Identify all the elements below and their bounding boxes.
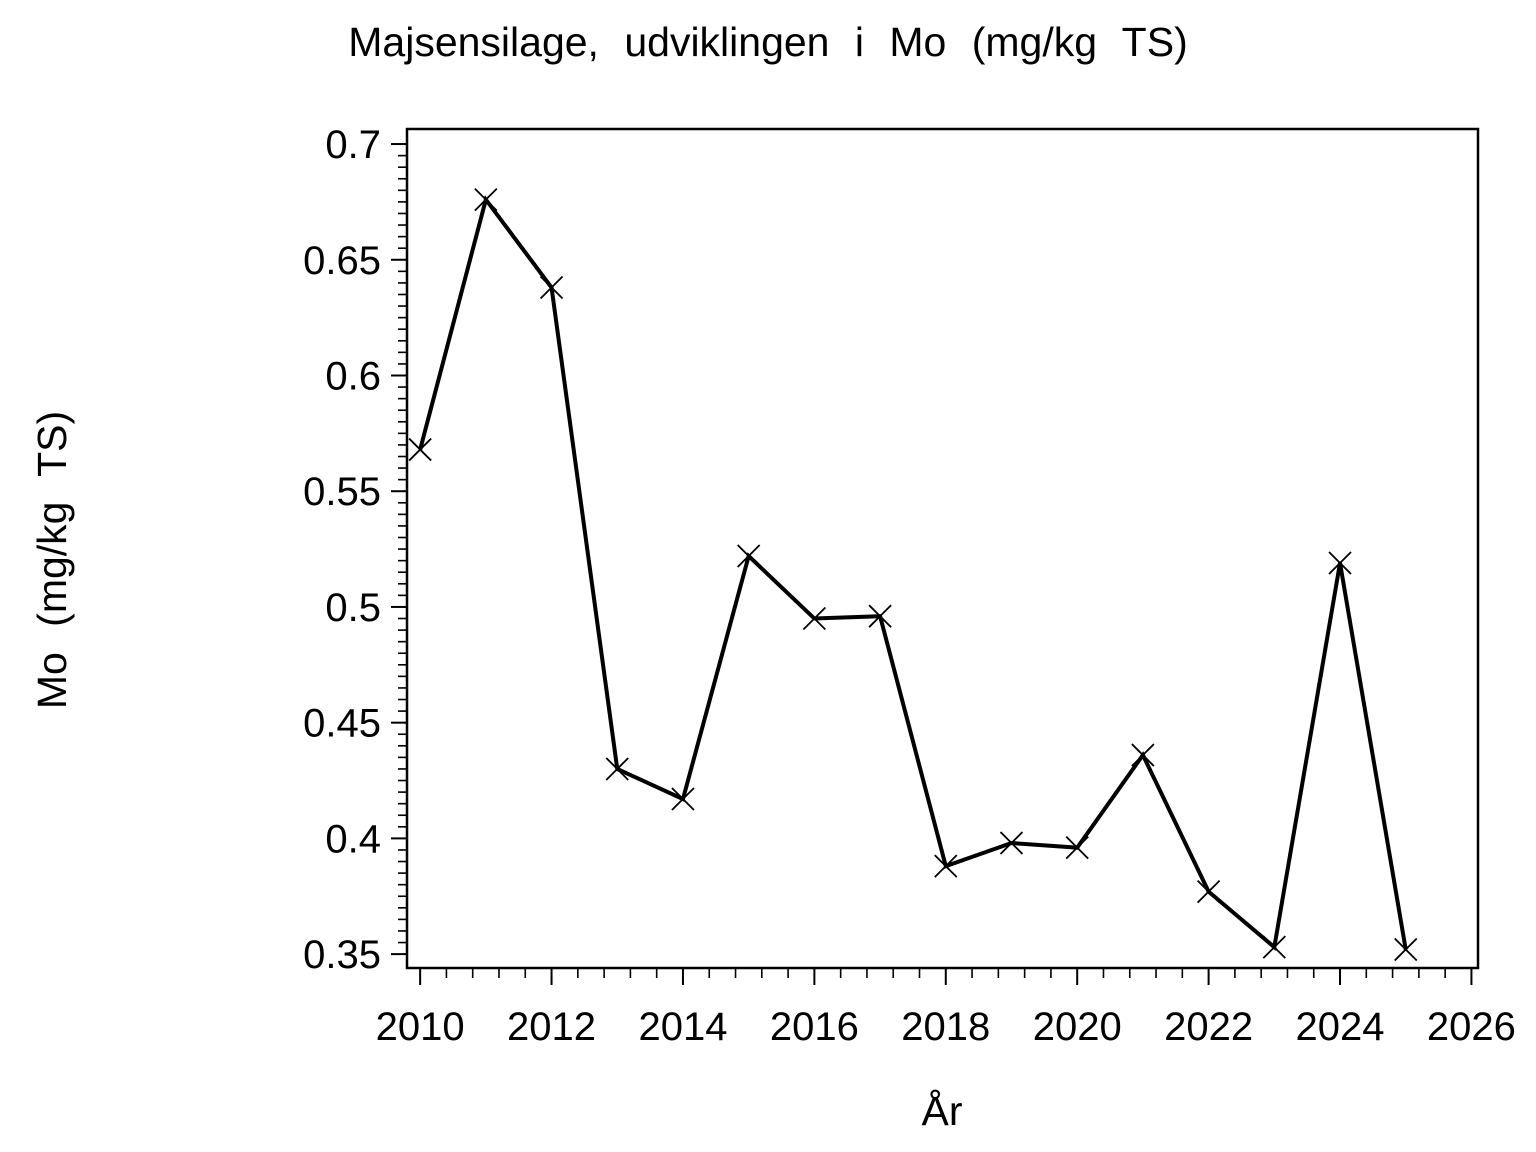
data-point-marker xyxy=(1262,935,1286,959)
data-point-marker xyxy=(1131,743,1155,767)
data-point-marker xyxy=(1065,836,1089,860)
data-point-marker xyxy=(802,606,827,631)
x-tick-label: 2026 xyxy=(1427,1005,1516,1049)
x-tick-label: 2024 xyxy=(1296,1005,1385,1049)
y-tick-label: 0.55 xyxy=(303,470,381,514)
y-tick-label: 0.5 xyxy=(325,586,381,630)
data-point-marker xyxy=(737,544,761,568)
x-tick-label: 2018 xyxy=(901,1005,990,1049)
y-tick-label: 0.7 xyxy=(325,123,381,167)
data-point-marker xyxy=(1394,937,1418,962)
x-tick-label: 2016 xyxy=(770,1005,859,1049)
data-point-marker xyxy=(474,187,498,212)
data-point-marker xyxy=(605,757,629,781)
data-point-marker xyxy=(1328,551,1352,575)
x-tick-label: 2020 xyxy=(1033,1005,1122,1049)
y-tick-label: 0.45 xyxy=(303,702,381,746)
x-tick-label: 2012 xyxy=(507,1005,596,1049)
y-tick-label: 0.4 xyxy=(325,817,381,861)
y-tick-label: 0.6 xyxy=(325,354,381,398)
data-point-marker xyxy=(539,275,564,300)
data-point-marker xyxy=(999,831,1024,855)
plot-area: 0.35 0.4 0.45 0.5 0.55 0.6 0.65 0.7 2010 2012 2014… xyxy=(303,123,1516,1049)
data-line xyxy=(418,195,1408,951)
y-tick-label: 0.35 xyxy=(303,933,381,977)
data-point-marker xyxy=(934,854,958,878)
x-axis-label: År xyxy=(922,1088,963,1134)
chart-title: Majsensilage, udviklingen i Mo (mg/kg TS… xyxy=(348,19,1187,65)
x-tick-label: 2014 xyxy=(638,1005,727,1049)
x-tick-label: 2010 xyxy=(376,1005,465,1049)
x-tick-label: 2022 xyxy=(1164,1005,1253,1049)
y-tick-label: 0.65 xyxy=(303,239,381,283)
data-point-marker xyxy=(408,437,432,462)
y-axis-label: Mo (mg/kg TS) xyxy=(29,411,75,709)
data-point-marker xyxy=(1196,879,1221,904)
data-point-marker xyxy=(868,604,892,628)
data-point-marker xyxy=(671,787,695,811)
